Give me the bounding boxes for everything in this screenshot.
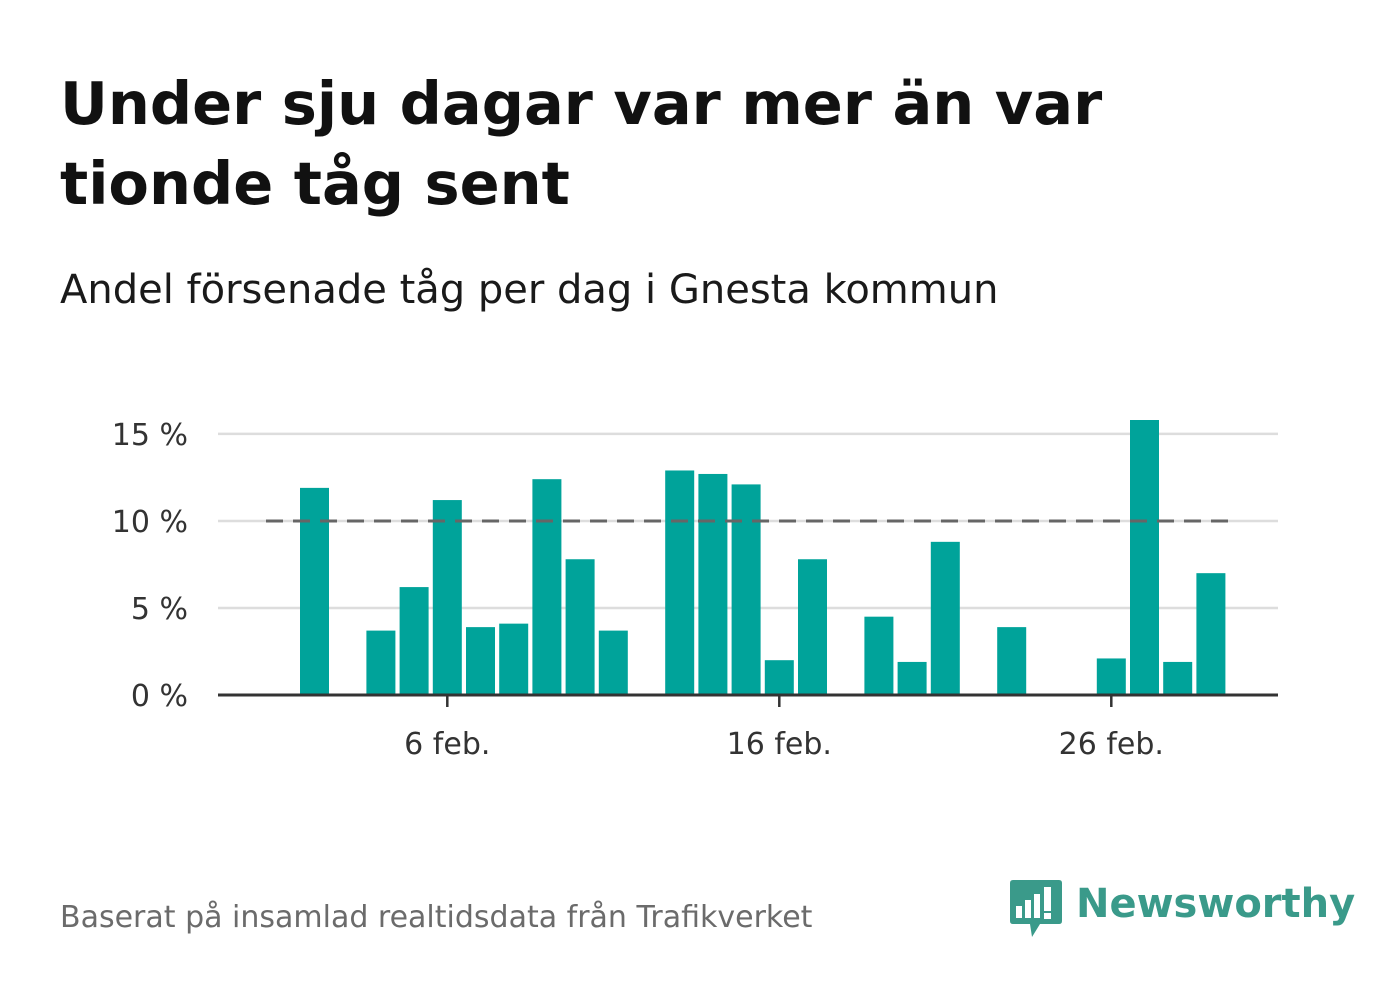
bar — [432, 500, 462, 695]
bar — [300, 487, 329, 695]
bar — [864, 616, 894, 695]
bar — [399, 587, 429, 695]
source-note: Baserat på insamlad realtidsdata från Tr… — [60, 900, 813, 935]
bar — [366, 630, 396, 695]
bar — [764, 660, 794, 695]
tick-labels: 0 % 5 % 10 % 15 % 6 feb. 16 feb. 26 feb. — [112, 418, 1164, 762]
brand-name: Newsworthy — [1076, 881, 1356, 927]
bar — [997, 627, 1027, 695]
newsworthy-logo-icon — [1010, 880, 1062, 937]
y-tick-label: 10 % — [112, 505, 188, 540]
y-tick-label: 0 % — [131, 679, 188, 714]
bar — [798, 559, 827, 695]
bar — [897, 661, 927, 695]
x-tick-label: 6 feb. — [404, 727, 490, 762]
bar — [499, 623, 529, 695]
bar — [1196, 573, 1226, 695]
bar-chart: 0 % 5 % 10 % 15 % 6 feb. 16 feb. 26 feb. — [112, 418, 1278, 762]
bar — [1163, 661, 1193, 695]
y-tick-label: 15 % — [112, 418, 188, 453]
bars — [300, 420, 1226, 695]
bar — [598, 630, 628, 695]
bar — [565, 559, 595, 695]
bar — [930, 541, 960, 695]
x-axis — [218, 693, 1278, 707]
chart-title: Under sju dagar var mer än var tionde tå… — [60, 69, 1103, 218]
bar — [665, 470, 695, 695]
x-tick-label: 26 feb. — [1059, 727, 1164, 762]
bar — [698, 473, 728, 695]
x-tick-label: 16 feb. — [727, 727, 832, 762]
bar — [731, 484, 761, 695]
bar — [466, 627, 495, 695]
bar — [1130, 420, 1159, 695]
bar — [532, 479, 562, 695]
chart-subtitle: Andel försenade tåg per dag i Gnesta kom… — [60, 267, 999, 313]
y-tick-label: 5 % — [131, 592, 188, 627]
bar — [1096, 658, 1126, 695]
